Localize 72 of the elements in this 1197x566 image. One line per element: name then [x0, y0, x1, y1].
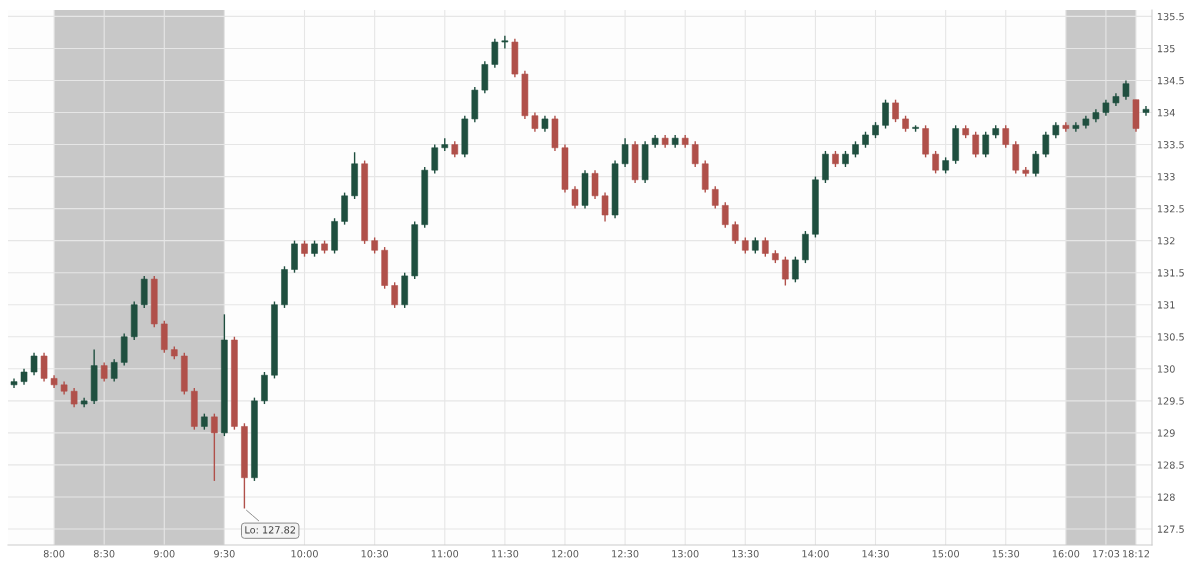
candlestick — [932, 150, 939, 175]
candlestick — [721, 201, 729, 229]
y-tick-label: 127.5 — [1157, 525, 1184, 533]
candlestick — [792, 255, 799, 284]
candlestick — [10, 377, 18, 389]
candlestick — [731, 220, 739, 245]
candlestick — [211, 412, 218, 482]
candlestick — [491, 38, 499, 69]
candlestick — [110, 358, 118, 383]
x-tick-label: 8:30 — [93, 550, 115, 558]
candlestick — [1032, 150, 1040, 178]
candlestick — [1062, 121, 1070, 133]
x-tick-label: 11:00 — [431, 550, 459, 558]
candlestick — [501, 34, 509, 50]
candlestick — [1072, 121, 1080, 133]
y-tick-label: 130 — [1157, 365, 1175, 373]
y-tick-label: 135 — [1157, 44, 1175, 53]
candlestick — [70, 387, 78, 408]
x-tick-label: 11:30 — [491, 550, 519, 558]
y-tick-label: 128.5 — [1157, 461, 1184, 469]
y-tick-label: 130.5 — [1157, 333, 1184, 341]
x-tick-label: 10:30 — [361, 550, 388, 558]
candlestick — [571, 185, 579, 210]
candlestick — [621, 137, 629, 168]
y-tick-label: 132.5 — [1157, 205, 1184, 213]
x-tick-label: 9:30 — [214, 550, 235, 558]
candlestick — [691, 140, 699, 168]
candlestick — [782, 255, 789, 287]
candlestick — [1002, 124, 1010, 149]
candlestick — [762, 236, 769, 258]
y-tick-label: 134.5 — [1157, 76, 1184, 85]
candlestick — [892, 99, 899, 123]
candlestick — [972, 131, 979, 159]
x-tick-label: 8:00 — [43, 550, 65, 558]
x-tick-label: 10:00 — [291, 550, 318, 558]
y-tick-label: 128 — [1157, 493, 1175, 501]
candlestick — [431, 143, 439, 175]
candlestick — [1142, 105, 1150, 117]
candlestick — [40, 352, 48, 383]
candlestick — [882, 99, 889, 130]
x-tick-label: 13:00 — [672, 550, 699, 558]
x-tick-label: 17:03 — [1092, 550, 1120, 558]
x-tick-label: 15:00 — [932, 550, 959, 558]
x-tick-label: 15:30 — [992, 550, 1020, 558]
y-tick-label: 129 — [1157, 429, 1175, 437]
x-tick-label: 16:00 — [1052, 550, 1080, 558]
y-tick-label: 131.5 — [1157, 269, 1184, 277]
x-tick-label: 18:12 — [1123, 550, 1150, 558]
y-tick-label: 134 — [1157, 108, 1175, 117]
y-tick-label: 132 — [1157, 237, 1175, 245]
x-tick-label: 9:00 — [153, 550, 175, 558]
candlestick — [982, 131, 989, 159]
x-tick-label: 14:00 — [802, 550, 829, 558]
candlestick — [601, 191, 609, 223]
y-tick-label: 135.5 — [1157, 12, 1184, 21]
candlestick — [1042, 131, 1050, 159]
y-tick-label: 133 — [1157, 173, 1175, 181]
x-tick-label: 14:30 — [862, 550, 889, 558]
annotation: Lo: 127.82 — [245, 526, 296, 534]
candlestick — [391, 281, 398, 309]
x-tick-label: 13:30 — [732, 550, 759, 558]
y-tick-label: 131 — [1157, 301, 1175, 309]
candlestick — [591, 169, 599, 200]
candlestick — [711, 185, 719, 210]
y-tick-label: 133.5 — [1157, 141, 1184, 149]
candlestick — [1122, 79, 1130, 101]
candlestick — [30, 352, 38, 376]
y-tick-label: 129.5 — [1157, 397, 1184, 405]
candlestick — [531, 111, 539, 133]
candlestick — [100, 361, 108, 383]
x-tick-label: 12:00 — [552, 550, 579, 558]
x-tick-label: 12:30 — [612, 550, 639, 558]
